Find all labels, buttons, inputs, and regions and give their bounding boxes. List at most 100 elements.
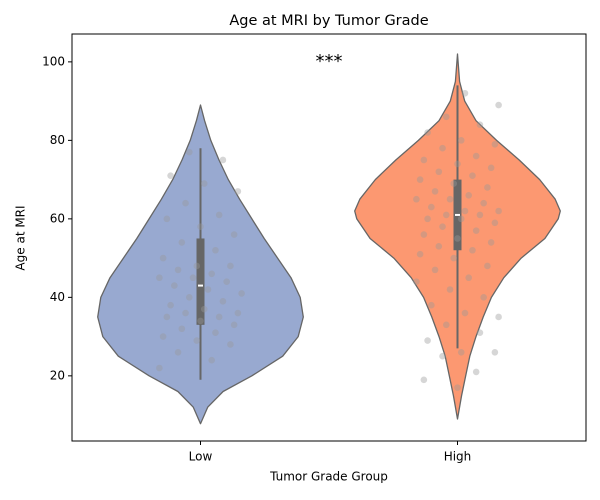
point bbox=[413, 195, 420, 203]
point bbox=[491, 219, 499, 227]
point bbox=[420, 156, 428, 164]
point bbox=[171, 282, 178, 289]
point bbox=[484, 184, 491, 191]
point bbox=[457, 137, 465, 144]
point bbox=[476, 211, 484, 219]
point bbox=[465, 274, 473, 282]
point bbox=[208, 270, 216, 278]
point bbox=[439, 144, 446, 152]
point bbox=[424, 129, 431, 136]
x-tick-label: High bbox=[444, 450, 472, 464]
point bbox=[435, 243, 443, 250]
point bbox=[230, 231, 238, 238]
point bbox=[487, 164, 495, 172]
point bbox=[487, 239, 495, 246]
point bbox=[495, 207, 502, 215]
point bbox=[454, 235, 461, 242]
point bbox=[223, 278, 230, 285]
point bbox=[442, 211, 450, 219]
y-tick-label: 60 bbox=[50, 211, 65, 225]
point bbox=[491, 348, 499, 356]
point bbox=[167, 172, 174, 179]
point bbox=[428, 301, 435, 309]
point bbox=[454, 384, 461, 391]
point bbox=[431, 266, 439, 274]
point bbox=[450, 254, 458, 262]
point bbox=[480, 294, 487, 301]
point bbox=[446, 195, 454, 203]
point bbox=[212, 246, 219, 254]
point bbox=[200, 180, 208, 187]
point bbox=[446, 286, 454, 293]
point bbox=[156, 364, 163, 372]
point bbox=[193, 337, 201, 344]
point bbox=[491, 140, 499, 148]
point bbox=[457, 348, 465, 356]
point bbox=[428, 203, 435, 211]
point bbox=[469, 246, 476, 254]
point bbox=[212, 329, 219, 336]
point bbox=[472, 152, 480, 160]
point bbox=[215, 211, 223, 219]
point bbox=[238, 290, 245, 297]
point bbox=[219, 297, 227, 305]
point bbox=[476, 329, 484, 336]
point bbox=[424, 215, 431, 223]
point bbox=[200, 305, 208, 313]
annotation: *** bbox=[316, 51, 343, 72]
point bbox=[476, 121, 484, 128]
point bbox=[182, 309, 189, 317]
y-tick-label: 20 bbox=[50, 368, 65, 382]
point bbox=[431, 188, 439, 195]
point bbox=[197, 317, 204, 325]
point bbox=[174, 266, 182, 274]
point bbox=[227, 262, 234, 270]
y-tick-label: 100 bbox=[42, 54, 65, 68]
point bbox=[484, 262, 491, 270]
point bbox=[234, 309, 242, 317]
point bbox=[208, 356, 216, 364]
point bbox=[178, 239, 186, 246]
point bbox=[454, 160, 461, 168]
point bbox=[457, 215, 465, 223]
point bbox=[159, 333, 167, 340]
point bbox=[480, 199, 487, 207]
point bbox=[439, 223, 446, 231]
point bbox=[230, 321, 238, 329]
point bbox=[461, 309, 469, 317]
point bbox=[167, 301, 174, 309]
point bbox=[465, 192, 473, 199]
point bbox=[495, 101, 502, 109]
point bbox=[178, 325, 186, 333]
point bbox=[189, 274, 197, 282]
point bbox=[420, 231, 428, 238]
box bbox=[196, 238, 205, 325]
point bbox=[469, 172, 476, 179]
point bbox=[174, 348, 182, 356]
chart-title: Age at MRI by Tumor Grade bbox=[229, 13, 428, 29]
point bbox=[193, 262, 201, 270]
point bbox=[472, 368, 480, 376]
point bbox=[219, 156, 227, 164]
point bbox=[424, 337, 431, 344]
point bbox=[435, 168, 443, 176]
point bbox=[204, 286, 212, 293]
point bbox=[185, 148, 193, 156]
point bbox=[416, 176, 424, 183]
point bbox=[495, 313, 502, 321]
point bbox=[461, 207, 469, 215]
point bbox=[215, 313, 223, 321]
y-tick-label: 80 bbox=[50, 133, 65, 147]
point bbox=[182, 199, 189, 207]
point bbox=[163, 313, 171, 321]
plot-frame bbox=[71, 33, 587, 442]
point bbox=[227, 341, 234, 348]
x-tick-label: Low bbox=[189, 450, 213, 464]
point bbox=[156, 274, 163, 282]
point bbox=[197, 223, 204, 231]
point bbox=[420, 376, 428, 384]
point bbox=[461, 89, 469, 97]
y-axis-label: Age at MRI bbox=[14, 205, 28, 270]
x-axis-label: Tumor Grade Group bbox=[269, 470, 388, 484]
